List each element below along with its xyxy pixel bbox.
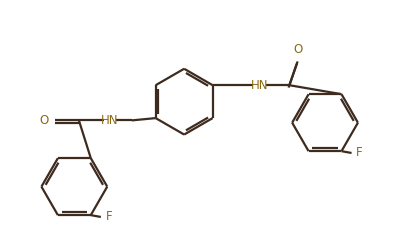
Text: O: O (39, 114, 49, 127)
Text: HN: HN (101, 114, 119, 127)
Text: HN: HN (250, 79, 268, 92)
Text: O: O (292, 43, 301, 56)
Text: F: F (105, 210, 112, 223)
Text: F: F (355, 146, 362, 160)
